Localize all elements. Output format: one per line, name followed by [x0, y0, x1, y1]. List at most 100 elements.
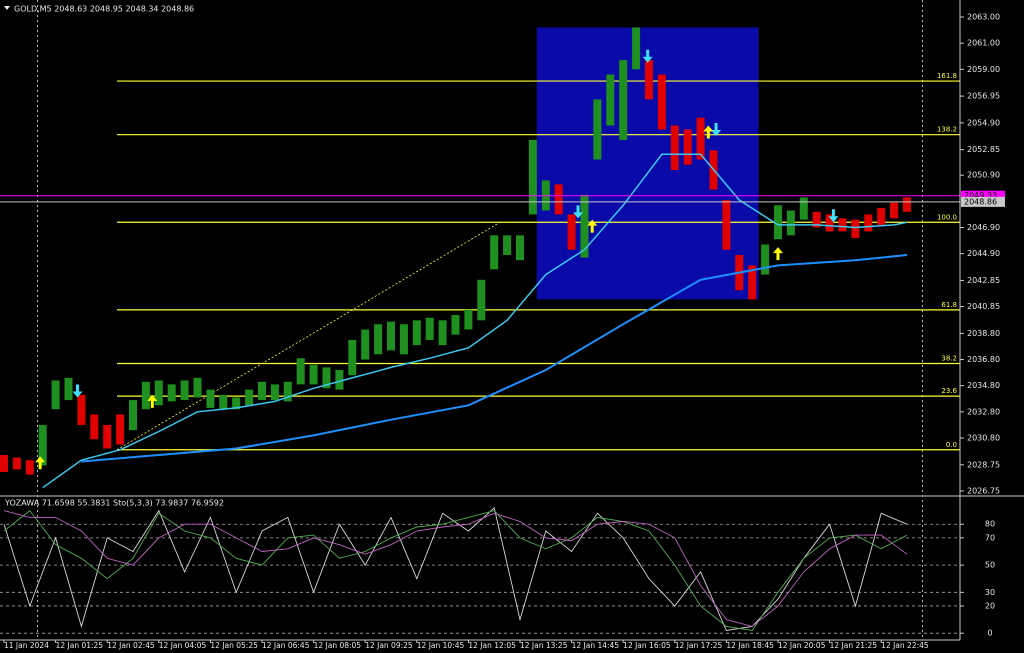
- price-bar: [683, 129, 692, 165]
- price-bar: [361, 329, 370, 360]
- x-tick-label: 12 Jan 22:45: [881, 641, 929, 650]
- price-bar: [412, 320, 421, 346]
- y-tick-label: 30: [985, 588, 995, 597]
- price-bar: [528, 139, 537, 215]
- price-bar: [838, 218, 847, 232]
- price-bar: [399, 324, 408, 355]
- x-tick-label: 12 Jan 04:05: [159, 641, 207, 650]
- chart-header: GOLD,M5 2048.63 2048.95 2048.34 2048.86: [14, 5, 194, 14]
- price-bar: [141, 381, 150, 410]
- y-tick-label: 2059.00: [967, 65, 1000, 74]
- price-bar: [25, 460, 34, 475]
- price-bar: [902, 197, 911, 212]
- x-tick-label: 12 Jan 20:05: [778, 641, 826, 650]
- signal-arrow: [642, 49, 653, 63]
- x-tick-label: 12 Jan 06:45: [262, 641, 310, 650]
- price-label: 2048.86: [964, 197, 997, 206]
- price-bar: [438, 320, 447, 346]
- price-bar: [296, 358, 305, 385]
- price-bar: [748, 265, 757, 300]
- signal-arrow: [772, 247, 783, 261]
- fib-level-label: 0.0: [946, 441, 957, 449]
- price-bar: [786, 210, 795, 236]
- price-bar: [128, 400, 137, 431]
- price-bar: [515, 235, 524, 261]
- price-label: 2049.33: [964, 191, 997, 200]
- price-bar: [219, 394, 228, 410]
- y-tick-label: 2038.80: [967, 329, 1000, 338]
- price-bar: [425, 317, 434, 340]
- price-bar: [657, 74, 666, 130]
- price-bar: [374, 324, 383, 355]
- moving-average: [42, 153, 908, 489]
- x-tick-label: 12 Jan 13:25: [520, 641, 568, 650]
- price-bar: [554, 184, 563, 215]
- fib-level-label: 23.6: [941, 387, 957, 395]
- price-bar: [386, 321, 395, 351]
- price-bar: [167, 384, 176, 402]
- y-tick-label: 2061.00: [967, 39, 1000, 48]
- price-bar: [270, 384, 279, 401]
- oscillator-line: [3, 507, 908, 631]
- fib-level-label: 61.8: [941, 301, 957, 309]
- price-bar: [670, 125, 679, 170]
- price-bar: [90, 414, 99, 440]
- fib-level-label: 38.2: [941, 354, 957, 362]
- symbol-menu-icon[interactable]: [4, 6, 10, 10]
- price-bar: [864, 214, 873, 232]
- y-tick-label: 2046.90: [967, 223, 1000, 232]
- price-bar: [309, 364, 318, 385]
- x-tick-label: 12 Jan 14:45: [572, 641, 620, 650]
- price-bar: [890, 202, 899, 219]
- price-bar: [825, 214, 834, 232]
- price-bar: [38, 424, 47, 466]
- price-bar: [722, 200, 731, 250]
- signal-arrow: [828, 209, 839, 223]
- price-bar: [180, 380, 189, 401]
- signal-arrow: [35, 456, 46, 470]
- price-bar: [451, 315, 460, 335]
- moving-average: [81, 254, 908, 463]
- y-tick-label: 50: [985, 561, 995, 570]
- price-bar: [580, 194, 589, 258]
- price-bar: [51, 380, 60, 410]
- x-tick-label: 12 Jan 12:05: [468, 641, 516, 650]
- price-bar: [0, 454, 8, 472]
- price-bar: [64, 377, 73, 401]
- x-tick-label: 12 Jan 01:25: [56, 641, 104, 650]
- signal-arrow: [703, 125, 714, 139]
- price-bar: [593, 99, 602, 160]
- price-bar: [851, 219, 860, 238]
- y-tick-label: 2056.95: [967, 92, 1000, 101]
- oscillator-line: [3, 509, 908, 631]
- x-tick-label: 12 Jan 09:25: [365, 641, 413, 650]
- y-tick-label: 2052.85: [967, 145, 1000, 154]
- y-tick-label: 2063.00: [967, 12, 1000, 21]
- price-bar: [619, 60, 628, 140]
- x-tick-label: 12 Jan 05:25: [210, 641, 258, 650]
- x-tick-label: 12 Jan 21:25: [830, 641, 878, 650]
- price-bar: [206, 389, 215, 408]
- price-bar: [245, 389, 254, 406]
- indicator-header: YOZAWA 71.6598 55.3831 Sto(5,3,3) 73.983…: [4, 499, 224, 508]
- x-tick-label: 12 Jan 08:05: [314, 641, 362, 650]
- fib-level-label: 161.8: [937, 72, 957, 80]
- price-bar: [644, 60, 653, 100]
- price-label-box: [961, 190, 1005, 201]
- x-tick-label: 12 Jan 18:45: [726, 641, 774, 650]
- price-bar: [257, 381, 266, 401]
- y-tick-label: 2040.85: [967, 302, 1000, 311]
- price-bar: [322, 367, 331, 389]
- y-tick-label: 2042.85: [967, 276, 1000, 285]
- y-tick-label: 2028.75: [967, 460, 1000, 469]
- fib-level-label: 138.2: [937, 126, 957, 134]
- signal-arrow: [711, 122, 722, 136]
- signal-arrow: [587, 219, 598, 233]
- x-tick-label: 12 Jan 02:45: [107, 641, 155, 650]
- y-tick-label: 2054.90: [967, 118, 1000, 127]
- price-bar: [773, 205, 782, 240]
- signal-arrow: [573, 205, 584, 219]
- price-bar: [77, 394, 86, 425]
- price-bar: [606, 74, 615, 126]
